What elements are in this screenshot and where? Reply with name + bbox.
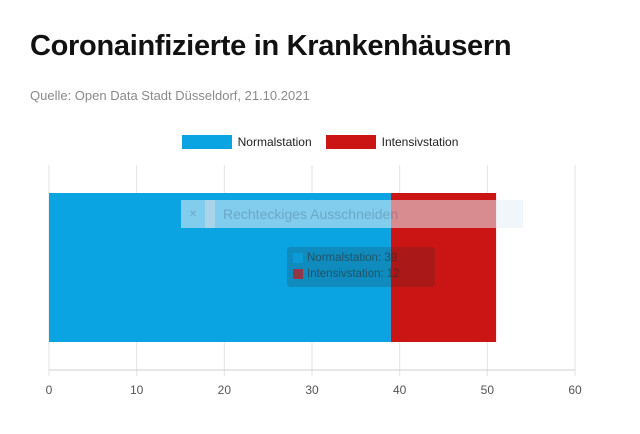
tooltip-swatch-intensivstation (293, 269, 303, 279)
tooltip-row-intensivstation: Intensivstation: 12 (307, 268, 400, 280)
legend-label-normalstation: Normalstation (237, 135, 312, 149)
chart-subtitle: Quelle: Open Data Stadt Düsseldorf, 21.1… (30, 88, 310, 103)
tooltip-swatch-normalstation (293, 253, 303, 263)
x-tick-label: 60 (568, 383, 582, 397)
chart-tooltip: Normalstation: 39 Intensivstation: 12 (287, 247, 435, 287)
legend-item-intensivstation[interactable]: Intensivstation (325, 135, 459, 149)
legend-swatch-normalstation (181, 135, 232, 149)
overlay-divider (205, 200, 215, 228)
x-tick-label: 50 (481, 383, 495, 397)
legend: Normalstation Intensivstation (0, 135, 640, 149)
chart-title: Coronainfizierte in Krankenhäusern (30, 30, 512, 62)
snipping-overlay-bar[interactable]: ✕ Rechteckiges Ausschneiden (181, 200, 523, 228)
scissors-icon[interactable]: ✕ (188, 208, 198, 220)
x-tick-label: 10 (130, 383, 144, 397)
x-tick-label: 20 (218, 383, 232, 397)
legend-item-normalstation[interactable]: Normalstation (181, 135, 312, 149)
legend-label-intensivstation: Intensivstation (381, 135, 459, 149)
legend-swatch-intensivstation (325, 135, 376, 149)
x-tick-label: 30 (305, 383, 319, 397)
x-axis: 0 10 20 30 40 50 60 (46, 369, 582, 397)
x-tick-label: 0 (46, 383, 53, 397)
snipping-mode-label[interactable]: Rechteckiges Ausschneiden (223, 206, 399, 222)
tooltip-row-normalstation: Normalstation: 39 (307, 252, 398, 264)
x-tick-label: 40 (393, 383, 407, 397)
